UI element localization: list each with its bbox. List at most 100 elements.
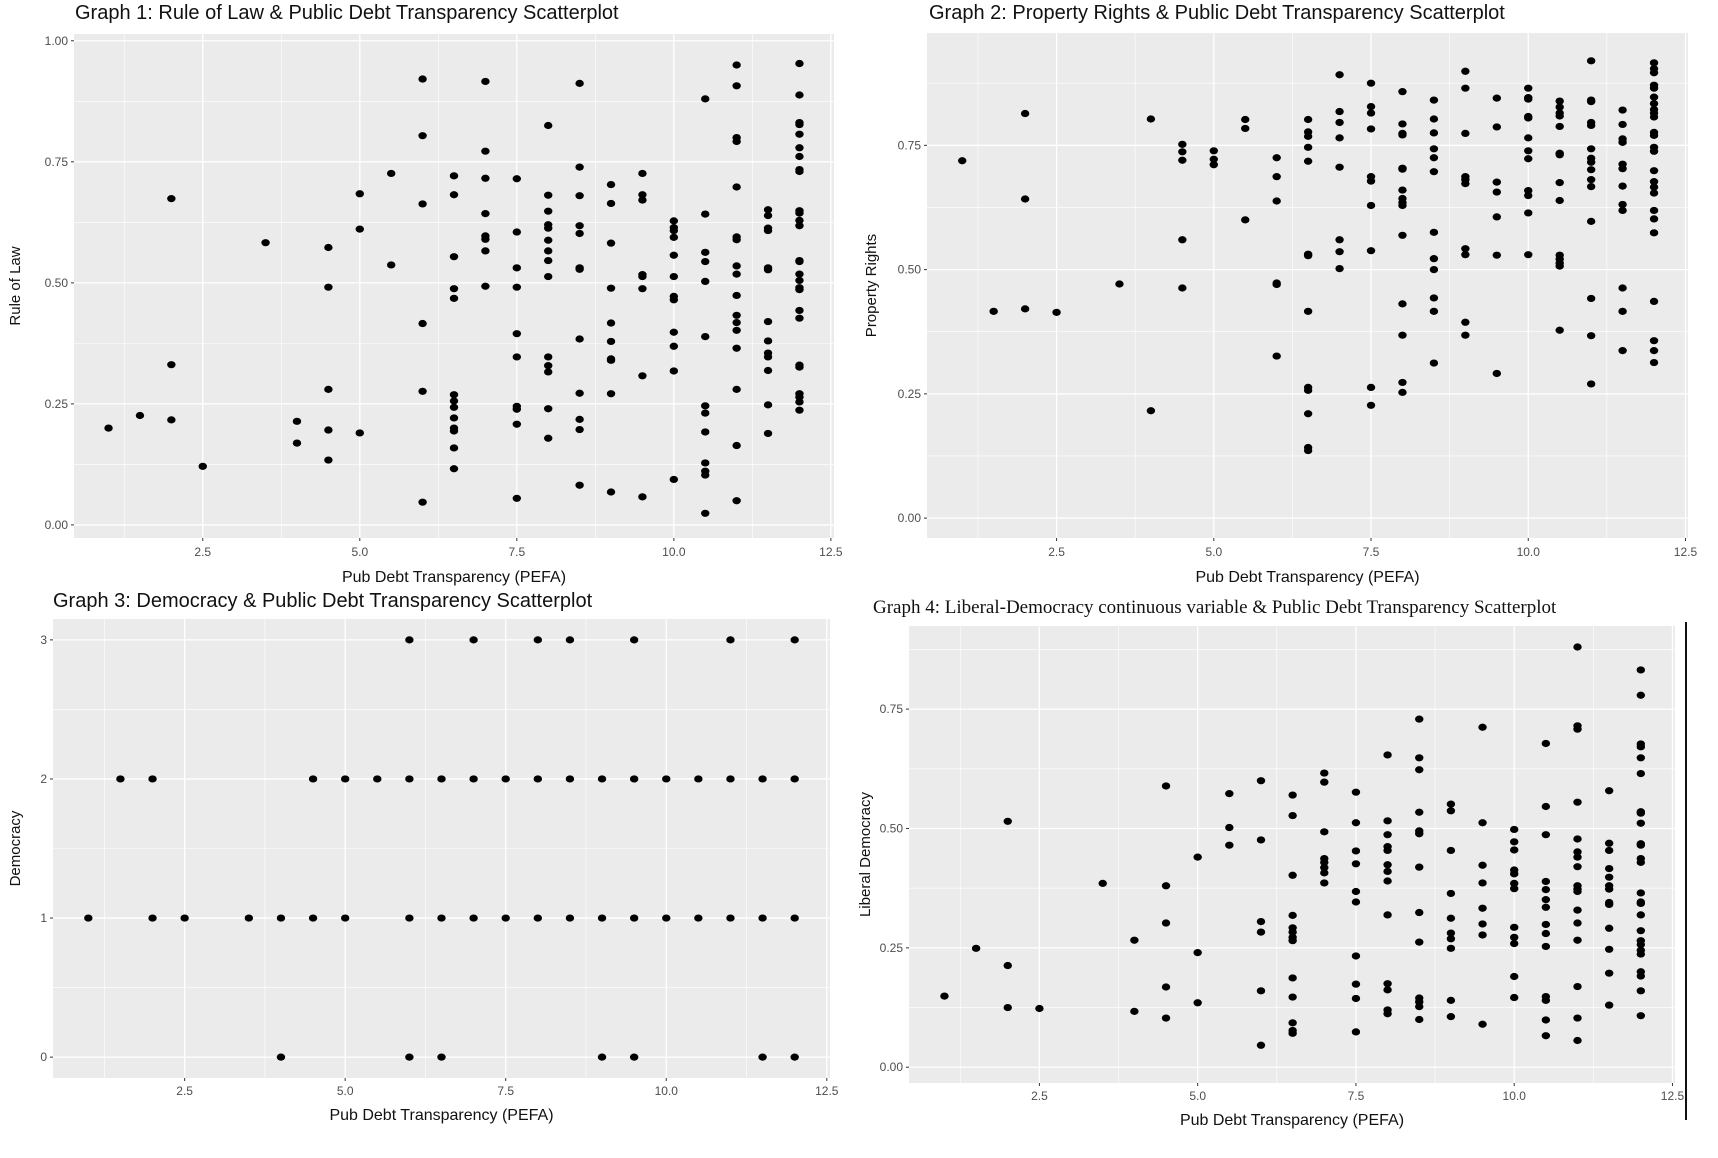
data-point [1351, 819, 1361, 827]
data-point [575, 222, 584, 230]
data-point [606, 488, 616, 496]
data-point [763, 429, 773, 438]
data-point [1303, 143, 1313, 151]
data-point [1383, 751, 1392, 759]
data-point [1303, 446, 1313, 455]
data-point [1335, 134, 1344, 142]
data-point [1446, 914, 1456, 922]
data-point [437, 914, 446, 922]
data-point [1510, 885, 1519, 893]
data-point [732, 311, 741, 319]
data-point [763, 266, 773, 274]
data-point [1446, 944, 1456, 952]
data-point [1649, 183, 1659, 191]
data-point [324, 456, 333, 464]
data-point [276, 914, 286, 922]
data-point [1398, 186, 1407, 194]
data-point [1636, 1012, 1646, 1020]
x-axis-label: Pub Debt Transparency (PEFA) [1195, 569, 1419, 586]
y-tick-label: 0.75 [880, 702, 904, 716]
data-point [386, 261, 396, 269]
data-point [1618, 200, 1627, 209]
data-point [629, 775, 639, 783]
data-point [1636, 809, 1646, 817]
data-point [732, 497, 741, 505]
data-point [1351, 788, 1361, 796]
y-tick-label: 1 [40, 911, 47, 925]
data-point [1649, 147, 1659, 155]
y-tick-label: 0.75 [45, 155, 69, 169]
data-point [1649, 113, 1659, 121]
data-point [104, 424, 113, 432]
data-point [1586, 217, 1596, 225]
data-point [512, 420, 522, 428]
data-point [1415, 863, 1424, 871]
x-tick-label: 7.5 [508, 545, 525, 559]
data-point [1604, 969, 1614, 977]
data-point [1398, 231, 1407, 239]
data-point [1209, 147, 1218, 155]
data-point [669, 226, 679, 235]
data-point [1003, 1003, 1012, 1012]
data-point [481, 174, 490, 182]
data-point [1524, 147, 1533, 155]
data-point [971, 944, 981, 952]
x-tick-label: 12.5 [1674, 545, 1698, 559]
data-point [795, 209, 804, 217]
data-point [1618, 120, 1627, 129]
data-point [1524, 114, 1533, 122]
data-point [1636, 950, 1646, 958]
data-point [701, 409, 710, 417]
data-point [1003, 961, 1012, 970]
data-point [1524, 251, 1533, 259]
plot-panel [909, 626, 1675, 1083]
data-point [669, 328, 679, 336]
data-point [544, 247, 553, 255]
data-point [1649, 337, 1659, 345]
data-point [449, 191, 459, 199]
data-point [732, 183, 741, 191]
data-point [1398, 331, 1407, 339]
data-point [1492, 251, 1502, 259]
data-point [1461, 331, 1470, 339]
data-point [1636, 691, 1646, 699]
data-point [565, 775, 575, 783]
data-point [606, 356, 616, 364]
data-point [795, 216, 804, 224]
data-point [405, 914, 414, 922]
data-point [544, 272, 553, 281]
data-point [606, 180, 616, 189]
data-point [795, 406, 804, 414]
data-point [1335, 236, 1344, 244]
data-point [512, 175, 522, 183]
data-point [732, 344, 741, 352]
data-point [732, 318, 741, 327]
data-point [795, 167, 804, 176]
data-point [1636, 927, 1646, 935]
data-point [1178, 140, 1187, 148]
y-axis-label: Property Rights [863, 234, 880, 337]
data-point [449, 294, 459, 302]
data-point [1636, 858, 1646, 866]
data-point [1130, 936, 1139, 944]
data-point [1161, 1014, 1171, 1022]
data-point [1636, 841, 1646, 849]
data-point [701, 332, 710, 341]
data-point [1604, 924, 1614, 932]
data-point [1524, 134, 1533, 142]
data-point [1383, 1010, 1392, 1018]
data-point [1429, 255, 1439, 263]
data-point [449, 397, 459, 405]
data-point [763, 317, 773, 326]
data-point [469, 775, 478, 783]
data-point [1288, 811, 1297, 820]
data-point [1478, 920, 1487, 928]
data-point [1524, 191, 1533, 200]
data-point [597, 1053, 607, 1061]
data-point [1415, 830, 1424, 838]
data-point [1446, 800, 1456, 808]
data-point [701, 257, 710, 266]
data-point [1446, 846, 1456, 855]
data-point [544, 434, 553, 442]
graph-1: 2.5 5.0 7.5 10.0 12.5 0.00 0.25 0.50 0.75 1.00 Pub… [7, 34, 843, 586]
